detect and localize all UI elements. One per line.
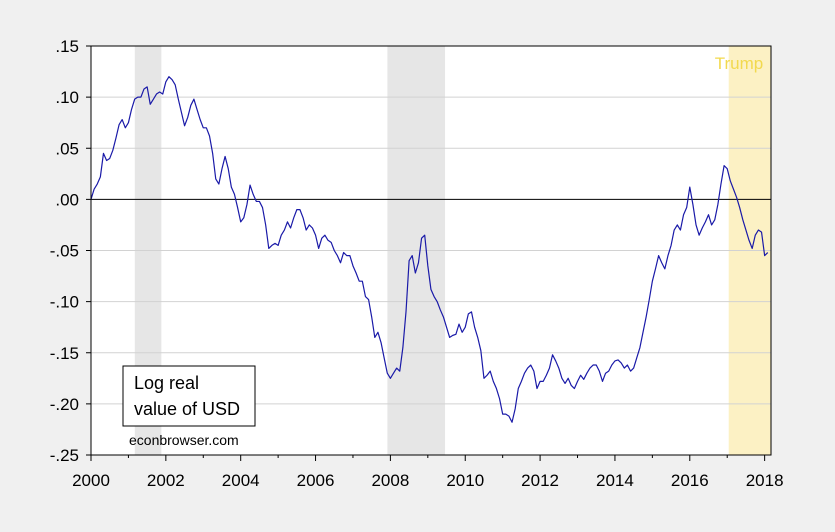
axis-ticks: .15 .10 .05 .00 -.05 -.10 -.15 -.20 -.25 2000 2002… <box>50 37 784 490</box>
y-tick-label: .10 <box>55 88 79 107</box>
y-tick-label: .00 <box>55 190 79 209</box>
trump-label: Trump <box>715 54 764 73</box>
x-tick-label: 2018 <box>746 471 784 490</box>
x-tick-label: 2016 <box>671 471 709 490</box>
y-tick-label: .05 <box>55 139 79 158</box>
series-layer <box>90 76 769 423</box>
y-tick-label: -.15 <box>50 344 79 363</box>
credit-text: econbrowser.com <box>129 432 239 448</box>
x-tick-label: 2006 <box>297 471 335 490</box>
legend-line-1: Log real <box>134 373 199 393</box>
y-tick-label: -.10 <box>50 293 79 312</box>
x-tick-label: 2002 <box>147 471 185 490</box>
annotations: Trump <box>715 54 764 73</box>
x-tick-label: 2004 <box>222 471 260 490</box>
legend-box: Log real value of USD <box>122 365 256 427</box>
x-tick-label: 2010 <box>446 471 484 490</box>
y-tick-label: -.25 <box>50 446 79 465</box>
legend-frame <box>122 365 256 427</box>
y-tick-label: .15 <box>55 37 79 56</box>
series-line-0 <box>90 76 769 423</box>
x-tick-label: 2000 <box>72 471 110 490</box>
grid-lines <box>91 96 771 405</box>
legend-line-2: value of USD <box>134 399 240 419</box>
x-tick-label: 2014 <box>596 471 634 490</box>
x-tick-label: 2008 <box>371 471 409 490</box>
y-tick-label: -.05 <box>50 242 79 261</box>
x-tick-label: 2012 <box>521 471 559 490</box>
y-tick-label: -.20 <box>50 395 79 414</box>
